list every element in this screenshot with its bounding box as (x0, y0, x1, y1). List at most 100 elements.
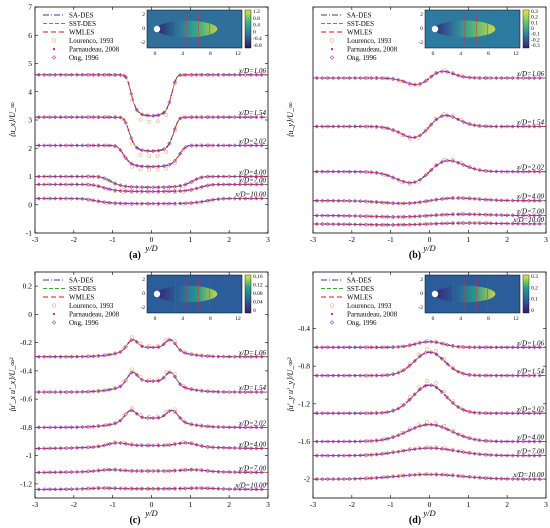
marker-ong (216, 115, 221, 120)
series-line-wmles (35, 176, 268, 188)
marker-parnaudeau (486, 198, 489, 201)
marker-ong (461, 434, 466, 439)
marker-ong (248, 446, 253, 451)
marker-ong (537, 439, 542, 444)
inset-y-tick: 0 (142, 291, 145, 297)
marker-parnaudeau (384, 215, 387, 218)
marker-ong (439, 160, 444, 165)
marker-ong (167, 201, 172, 206)
marker-ong (385, 76, 390, 81)
marker-ong (199, 115, 205, 120)
marker-ong (178, 151, 183, 156)
marker-ong (412, 392, 417, 397)
marker-ong (145, 443, 150, 448)
marker-ong (112, 351, 118, 356)
marker-ong (407, 363, 412, 368)
series-line-sa-des (35, 184, 268, 192)
legend-entry-label: Lourenco, 1993 (347, 37, 392, 45)
y-axis-label: ⟨u'_y u'_y⟩/U_∞² (286, 357, 295, 412)
marker-parnaudeau (153, 444, 156, 447)
marker-parnaudeau (166, 190, 168, 193)
inset-y-tick: -2 (418, 305, 423, 311)
marker-parnaudeau (102, 144, 104, 147)
marker-ong (418, 200, 423, 205)
marker-ong (107, 72, 112, 77)
marker-ong (232, 182, 237, 187)
marker-ong (521, 439, 526, 444)
marker-ong (467, 474, 472, 479)
marker-ong (102, 443, 107, 448)
marker-parnaudeau (149, 380, 151, 383)
marker-ong (189, 486, 194, 491)
marker-parnaudeau (221, 144, 224, 147)
marker-ong (380, 76, 385, 81)
marker-ong (69, 174, 74, 179)
marker-parnaudeau (384, 77, 387, 80)
marker-ong (380, 214, 385, 219)
marker-ong (74, 72, 79, 77)
marker-ong (358, 76, 363, 81)
marker-ong (445, 395, 450, 400)
marker-ong (336, 373, 341, 378)
station-3: x/D=4.00 (35, 169, 268, 191)
marker-ong (243, 143, 248, 148)
marker-ong (205, 444, 210, 449)
marker-ong (342, 213, 347, 218)
marker-ong (401, 344, 406, 349)
marker-ong (221, 389, 226, 394)
marker-ong (96, 424, 101, 429)
marker-ong (134, 163, 139, 168)
marker-ong (483, 197, 488, 202)
marker-ong (374, 76, 379, 81)
marker-parnaudeau (208, 116, 211, 119)
colorbar-tick-label: -0.1 (531, 32, 540, 38)
inset-y-tick: 0 (142, 26, 145, 32)
marker-ong (401, 448, 406, 453)
marker-parnaudeau (427, 223, 429, 225)
marker-ong (156, 164, 161, 169)
marker-parnaudeau (46, 488, 49, 491)
marker-ong (342, 198, 347, 203)
marker-ong (129, 161, 134, 166)
marker-parnaudeau (486, 346, 489, 349)
marker-ong (521, 453, 526, 458)
marker-ong (374, 345, 379, 350)
marker-ong (434, 221, 439, 226)
marker-parnaudeau (37, 488, 40, 491)
marker-parnaudeau (106, 178, 109, 181)
marker-ong (532, 169, 537, 174)
marker-ong (488, 221, 493, 226)
marker-ong (102, 185, 107, 190)
legend-marker (52, 312, 56, 316)
marker-parnaudeau (503, 222, 506, 225)
x-tick-label: 0 (150, 500, 154, 509)
marker-ong (363, 373, 368, 378)
marker-ong (385, 126, 390, 131)
legend-marker (329, 55, 335, 60)
marker-ong (537, 373, 542, 378)
marker-ong (314, 221, 319, 227)
marker-ong (167, 189, 172, 194)
station-label: x/D=4.00 (238, 169, 267, 177)
marker-ong (352, 198, 357, 204)
marker-ong (347, 476, 352, 481)
marker-ong (363, 476, 368, 481)
marker-ong (314, 477, 319, 482)
marker-parnaudeau (503, 199, 506, 202)
marker-ong (216, 197, 221, 202)
marker-parnaudeau (465, 122, 468, 125)
marker-ong (450, 366, 455, 371)
marker-ong (380, 200, 385, 205)
station-label: x/D=7.00 (238, 176, 267, 184)
marker-ong (36, 196, 41, 201)
marker-ong (167, 337, 172, 342)
marker-ong (472, 475, 477, 480)
marker-ong (499, 76, 504, 81)
marker-ong (450, 429, 455, 434)
marker-ong (336, 477, 341, 482)
series-line-sst-des (35, 145, 268, 167)
marker-parnaudeau (37, 426, 40, 429)
marker-ong (434, 197, 439, 202)
marker-ong (369, 452, 374, 457)
